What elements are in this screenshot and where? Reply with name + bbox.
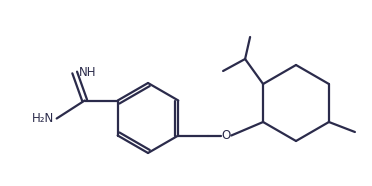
Text: NH: NH [79, 66, 96, 79]
Text: O: O [222, 129, 231, 142]
Text: H₂N: H₂N [32, 112, 54, 125]
